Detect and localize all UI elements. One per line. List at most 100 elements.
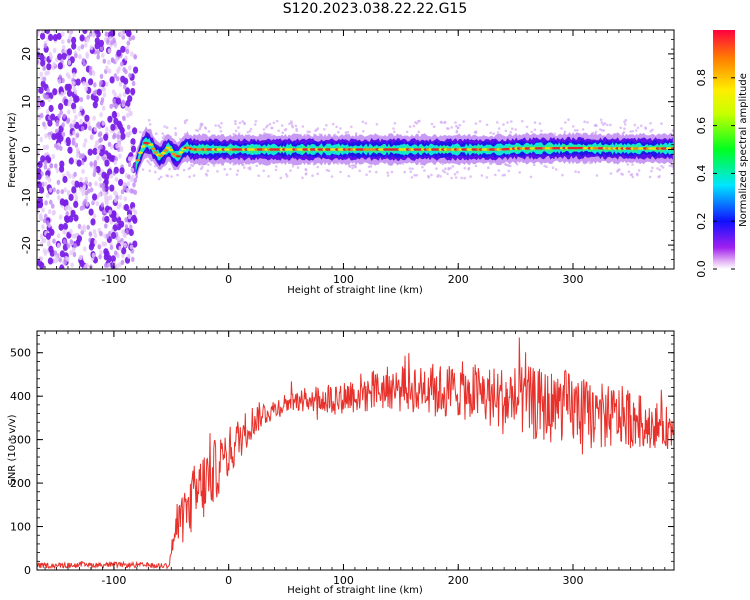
- ridge-scatter-dot: [368, 170, 372, 173]
- noise-dot: [107, 141, 112, 147]
- ridge-scatter-dot: [316, 165, 320, 169]
- noise-dot: [123, 196, 127, 202]
- ridge-core-dot: [153, 151, 159, 154]
- noise-dot: [123, 84, 127, 90]
- ridge-scatter-dot: [489, 162, 493, 166]
- ridge-scatter-dot: [254, 120, 258, 123]
- noise-dot: [82, 81, 86, 87]
- noise-dot: [105, 39, 110, 45]
- ridge-scatter-dot: [606, 123, 609, 127]
- ridge-scatter-dot: [274, 168, 278, 172]
- noise-dot: [91, 252, 96, 258]
- noise-dot: [93, 95, 99, 103]
- ridge-scatter-dot: [183, 119, 187, 123]
- noise-dot: [96, 122, 100, 128]
- ridge-scatter-dot: [165, 174, 168, 177]
- noise-dot: [103, 262, 108, 268]
- ridge-scatter-dot: [602, 129, 606, 132]
- ridge-scatter-dot: [631, 175, 635, 179]
- colorbar-gradient: [713, 30, 735, 269]
- noise-dot: [54, 128, 59, 134]
- ridge-scatter-dot: [631, 130, 634, 133]
- noise-dot: [129, 188, 133, 194]
- noise-dot: [88, 78, 94, 86]
- ridge-scatter-dot: [195, 128, 198, 132]
- x-tick-label: -100: [101, 273, 126, 286]
- noise-dot: [45, 232, 52, 240]
- noise-dot: [69, 239, 74, 245]
- ridge-scatter-dot: [246, 130, 250, 134]
- snr-x-axis-label: Height of straight line (km): [287, 585, 423, 596]
- ridge-scatter-dot: [640, 124, 643, 128]
- ridge-scatter-dot: [301, 176, 304, 180]
- noise-dot: [61, 39, 65, 45]
- ridge-scatter-dot: [168, 167, 171, 171]
- ridge-scatter-dot: [492, 132, 495, 135]
- noise-dot: [49, 163, 53, 169]
- noise-dot: [71, 233, 76, 239]
- ridge-core-dot: [160, 151, 166, 155]
- snr-series-line: [37, 337, 674, 570]
- noise-dot: [85, 263, 89, 269]
- noise-dot: [101, 105, 106, 111]
- snr-panel: -100 0 100 200 300 0 100 200 300 400 500 Height of…: [7, 330, 675, 596]
- noise-dot: [101, 182, 106, 188]
- ridge-scatter-dot: [163, 125, 166, 128]
- ridge-scatter-dot: [507, 164, 511, 167]
- noise-dot: [101, 52, 105, 58]
- noise-dot: [128, 72, 132, 79]
- noise-dot: [109, 184, 115, 192]
- noise-dot: [39, 241, 44, 248]
- noise-dot: [43, 43, 48, 49]
- noise-dot: [104, 223, 108, 229]
- ridge-scatter-dot: [533, 128, 537, 131]
- noise-dot: [41, 207, 45, 213]
- noise-dot: [61, 31, 65, 37]
- noise-dot: [68, 34, 72, 40]
- noise-dot: [43, 181, 48, 187]
- noise-dot: [116, 134, 120, 140]
- noise-dot: [106, 255, 113, 263]
- ridge-scatter-dot: [530, 130, 533, 134]
- noise-dot: [71, 180, 75, 186]
- noise-dot: [105, 200, 109, 206]
- noise-dot: [102, 209, 106, 215]
- noise-dot: [63, 187, 67, 193]
- noise-dot: [81, 168, 85, 174]
- ridge-scatter-dot: [207, 130, 211, 133]
- ridge-scatter-dot: [415, 174, 419, 177]
- ridge-scatter-dot: [571, 125, 575, 128]
- noise-dot: [37, 197, 43, 205]
- noise-dot: [57, 62, 64, 70]
- ridge-scatter-dot: [529, 175, 533, 179]
- ridge-scatter-dot: [201, 166, 204, 169]
- noise-dot: [48, 33, 54, 42]
- noise-dot: [93, 82, 97, 88]
- noise-dot: [127, 214, 132, 220]
- y-tick-label: 200: [10, 477, 31, 490]
- x-tick-label: 100: [333, 574, 354, 587]
- ridge-scatter-dot: [238, 121, 242, 125]
- ridge-scatter-dot: [190, 163, 193, 167]
- noise-dot: [108, 36, 113, 42]
- ridge-scatter-dot: [337, 130, 340, 134]
- ridge-scatter-dot: [277, 129, 280, 132]
- noise-dot: [72, 72, 76, 78]
- ridge-scatter-dot: [543, 164, 546, 168]
- x-tick-label: -100: [101, 574, 126, 587]
- ridge-scatter-dot: [489, 131, 493, 135]
- noise-dot: [118, 178, 124, 187]
- noise-dot: [111, 231, 117, 239]
- noise-dot: [62, 239, 67, 245]
- noise-dot: [71, 140, 76, 146]
- ridge-scatter-dot: [450, 126, 454, 129]
- noise-dot: [126, 30, 132, 37]
- noise-dot: [124, 105, 129, 111]
- ridge-scatter-dot: [255, 164, 258, 167]
- ridge-scatter-dot: [454, 121, 457, 124]
- noise-dot: [95, 140, 99, 146]
- ridge-scatter-dot: [463, 166, 467, 170]
- noise-dot: [56, 233, 61, 239]
- noise-dot: [131, 207, 136, 213]
- noise-dot: [41, 224, 45, 230]
